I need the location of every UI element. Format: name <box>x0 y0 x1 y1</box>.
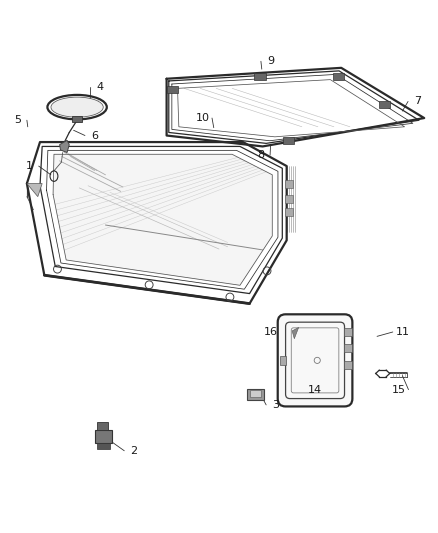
Bar <box>344 344 352 352</box>
Polygon shape <box>27 183 42 197</box>
Text: 5: 5 <box>14 115 21 125</box>
Text: 11: 11 <box>396 327 410 337</box>
Bar <box>286 180 293 188</box>
Text: 3: 3 <box>272 400 279 410</box>
Bar <box>280 356 286 365</box>
Bar <box>167 86 178 93</box>
Bar <box>97 443 110 449</box>
Bar <box>72 116 82 122</box>
Text: 10: 10 <box>195 113 209 123</box>
Bar <box>95 430 112 443</box>
Bar <box>344 361 352 369</box>
Text: 9: 9 <box>267 56 274 66</box>
Ellipse shape <box>51 97 103 117</box>
Text: 6: 6 <box>91 131 98 141</box>
Bar <box>283 138 294 144</box>
Text: 4: 4 <box>97 83 104 93</box>
Polygon shape <box>60 140 69 152</box>
Text: 16: 16 <box>264 327 278 337</box>
Text: 14: 14 <box>308 385 322 394</box>
Bar <box>247 389 264 400</box>
Text: 7: 7 <box>414 96 421 107</box>
FancyBboxPatch shape <box>278 314 353 407</box>
Bar <box>97 422 108 430</box>
Text: 2: 2 <box>130 446 138 456</box>
Text: 8: 8 <box>257 150 264 160</box>
Bar <box>286 208 293 216</box>
Bar <box>250 391 261 398</box>
Text: 1: 1 <box>25 161 32 171</box>
Bar <box>254 73 266 80</box>
Bar <box>344 328 352 336</box>
Bar <box>333 73 344 80</box>
Polygon shape <box>53 154 272 285</box>
Polygon shape <box>292 327 299 339</box>
Bar <box>379 101 390 108</box>
Text: 15: 15 <box>392 385 406 394</box>
Bar <box>286 195 293 203</box>
